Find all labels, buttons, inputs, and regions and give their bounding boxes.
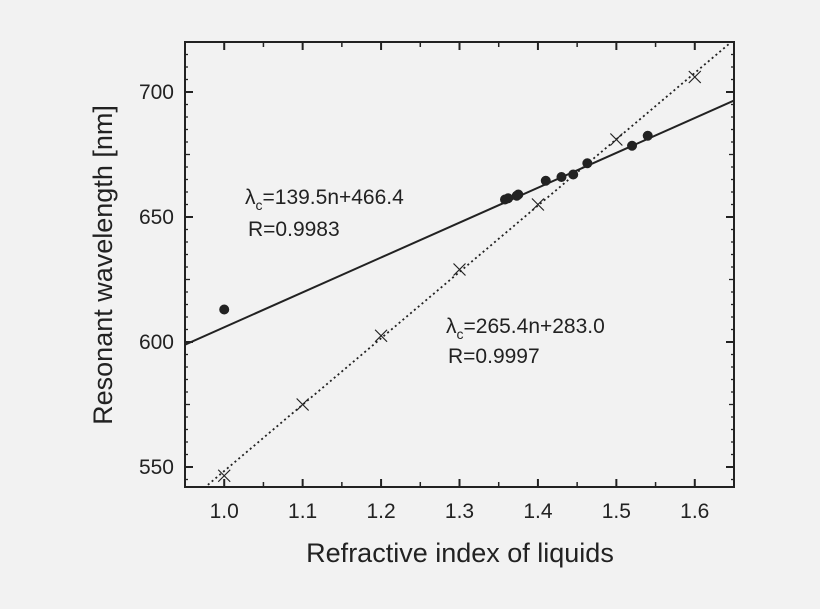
data-point-circle (556, 172, 567, 182)
data-point-cross (609, 133, 623, 146)
svg-text:λc=265.4n+283.0: λc=265.4n+283.0 (446, 315, 605, 342)
data-point-circle (540, 175, 551, 186)
annotation-2-subscript: c (457, 326, 464, 342)
annotation-2-equation: =265.4n+283.0 (464, 315, 605, 338)
data-point-circle (503, 193, 514, 204)
x-tick-label: 1.5 (602, 500, 631, 523)
data-point-cross (217, 469, 231, 483)
x-tick-label: 1.2 (366, 500, 395, 523)
data-point-circle (513, 189, 524, 200)
x-tick-label: 1.1 (288, 500, 317, 523)
fit-annotation-2: λc=265.4n+283.0 R=0.9997 (446, 315, 605, 368)
y-tick-label: 700 (139, 81, 174, 104)
y-tick-label: 650 (139, 206, 174, 229)
data-point-cross (531, 198, 545, 211)
x-axis-title: Refractive index of liquids (306, 538, 614, 568)
svg-text:λc=139.5n+466.4: λc=139.5n+466.4 (245, 186, 404, 213)
annotation-2-r-value: R=0.9997 (448, 345, 540, 368)
fit-line-series-1 (185, 99, 734, 346)
data-point-circle (627, 140, 638, 151)
annotation-2-symbol: λ (446, 315, 457, 338)
annotation-1-subscript: c (256, 197, 263, 213)
data-point-cross (688, 70, 702, 84)
annotation-1-symbol: λ (245, 186, 256, 209)
x-tick-label: 1.3 (445, 500, 474, 523)
x-tick-label: 1.4 (523, 500, 553, 523)
data-point-circle (582, 158, 593, 169)
y-tick-label: 600 (139, 331, 174, 354)
data-point-circle (642, 130, 653, 141)
data-point-circle (568, 169, 579, 180)
y-axis-title: Resonant wavelength [nm] (88, 105, 118, 425)
annotation-1-equation: =139.5n+466.4 (263, 186, 405, 209)
x-tick-label: 1.6 (680, 500, 709, 523)
x-tick-label: 1.0 (210, 500, 239, 523)
data-point-cross (296, 398, 310, 411)
y-tick-label: 550 (139, 456, 174, 479)
annotation-1-r-value: R=0.9983 (248, 218, 340, 241)
data-point-circle (219, 304, 230, 315)
fit-annotation-1: λc=139.5n+466.4 R=0.9983 (245, 186, 404, 241)
data-point-cross (453, 263, 466, 276)
data-point-cross (374, 329, 388, 343)
